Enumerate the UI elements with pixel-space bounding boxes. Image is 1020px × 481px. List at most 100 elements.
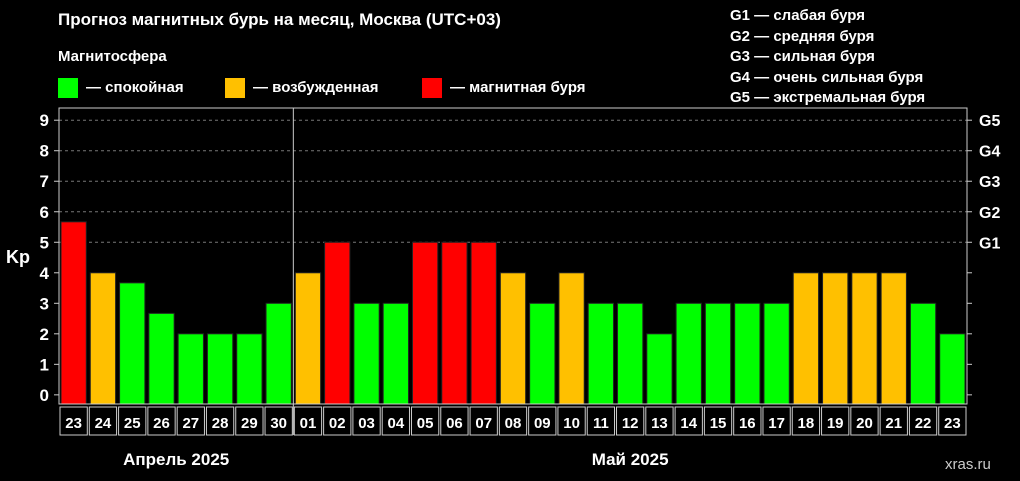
x-tick-label: 16 — [739, 415, 756, 432]
bar — [89, 272, 117, 405]
x-label-box — [908, 406, 938, 436]
bar — [880, 272, 907, 405]
x-tick-label: 26 — [153, 415, 170, 432]
bar — [470, 241, 497, 405]
bar — [617, 302, 644, 405]
bar — [441, 241, 468, 405]
x-tick-label: 03 — [358, 415, 375, 432]
bar — [675, 302, 702, 405]
bar — [529, 302, 556, 405]
bar — [324, 241, 351, 405]
bar — [236, 333, 263, 405]
month-label: Апрель 2025 — [123, 450, 229, 469]
y-tick-label: 1 — [40, 355, 49, 374]
x-tick-label: 23 — [944, 415, 961, 432]
x-label-box — [264, 406, 293, 436]
x-tick-label: 28 — [212, 415, 229, 432]
bar — [60, 221, 87, 405]
x-label-box — [323, 406, 352, 436]
bar — [587, 302, 615, 405]
x-label-box — [645, 406, 674, 436]
bar — [646, 333, 673, 405]
x-label-box — [381, 406, 410, 436]
x-tick-label: 06 — [446, 415, 463, 432]
g-legend-item: G4 — очень сильная буря — [730, 68, 924, 86]
x-tick-label: 30 — [270, 415, 287, 432]
g-legend: G1 — слабая буря G2 — средняя буря G3 — … — [730, 6, 925, 109]
g-tick-label: G5 — [979, 113, 1000, 130]
bar — [734, 302, 761, 405]
x-label-box — [557, 406, 586, 436]
x-tick-label: 18 — [798, 415, 815, 432]
x-label-box — [616, 406, 645, 436]
x-label-box — [528, 406, 557, 436]
bar — [939, 333, 966, 405]
x-label-box — [352, 406, 381, 436]
x-tick-label: 02 — [329, 415, 346, 432]
x-label-box — [235, 406, 264, 436]
x-tick-label: 25 — [124, 415, 141, 432]
bar — [851, 272, 878, 405]
x-tick-label: 01 — [300, 415, 317, 432]
x-tick-label: 04 — [387, 415, 404, 432]
x-tick-label: 29 — [241, 415, 258, 432]
x-tick-label: 20 — [856, 415, 873, 432]
g-tick-label: G1 — [979, 235, 1000, 252]
x-tick-label: 05 — [417, 415, 434, 432]
x-tick-label: 24 — [95, 415, 112, 432]
y-tick-label: 2 — [40, 325, 49, 344]
bar — [763, 302, 790, 405]
g-tick-label: G3 — [979, 174, 1000, 191]
x-tick-label: 14 — [680, 415, 697, 432]
legend-swatch-storm — [422, 78, 442, 98]
legend-swatch-excited — [225, 78, 245, 98]
plot-frame — [58, 107, 968, 405]
x-tick-label: 10 — [563, 415, 580, 432]
y-tick-label: 9 — [40, 111, 49, 130]
bar — [265, 302, 292, 405]
chart-title: Прогноз магнитных бурь на месяц, Москва … — [58, 10, 501, 29]
x-label-box — [938, 406, 967, 436]
bar — [353, 302, 380, 405]
bar — [119, 282, 146, 405]
x-tick-label: 21 — [885, 415, 902, 432]
bar — [704, 302, 732, 405]
x-label-box — [762, 406, 791, 436]
y-tick-label: 7 — [40, 172, 49, 191]
legend-label-calm: — спокойная — [86, 79, 184, 96]
x-tick-label: 17 — [768, 415, 785, 432]
x-label-box — [821, 406, 850, 436]
bar — [206, 333, 234, 405]
x-label-box — [703, 406, 733, 436]
x-label-box — [791, 406, 821, 436]
bar — [792, 272, 820, 405]
x-label-box — [147, 406, 176, 436]
x-label-box — [498, 406, 528, 436]
x-label-box — [674, 406, 703, 436]
watermark: xras.ru — [945, 456, 991, 473]
bar — [558, 272, 585, 405]
x-tick-label: 13 — [651, 415, 668, 432]
g-legend-item: G1 — слабая буря — [730, 7, 866, 24]
y-tick-label: 5 — [40, 233, 49, 252]
bar — [499, 272, 527, 405]
x-tick-label: 15 — [710, 415, 727, 432]
bar — [294, 272, 322, 405]
x-tick-label: 22 — [915, 415, 932, 432]
bar — [177, 333, 204, 405]
x-tick-label: 23 — [65, 415, 82, 432]
legend-swatch-calm — [58, 78, 78, 98]
bar — [382, 302, 409, 405]
x-tick-label: 27 — [182, 415, 199, 432]
g-legend-item: G3 — сильная буря — [730, 48, 875, 65]
y-tick-label: 3 — [40, 294, 49, 313]
x-label-box — [410, 406, 440, 436]
g-legend-item: G2 — средняя буря — [730, 27, 875, 45]
x-label-box — [88, 406, 118, 436]
x-label-box — [59, 406, 88, 436]
x-label-box — [176, 406, 205, 436]
x-label-box — [850, 406, 879, 436]
y-tick-label: 4 — [40, 264, 50, 283]
y-tick-label: 8 — [40, 142, 49, 161]
